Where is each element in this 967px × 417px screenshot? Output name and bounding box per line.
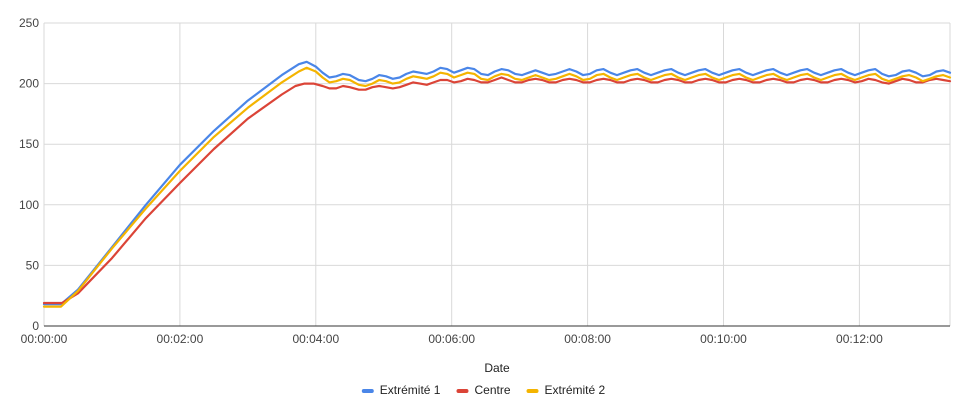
x-tick-labels: 00:00:00 00:02:00 00:04:00 00:06:00 00:08:00… (21, 332, 883, 346)
legend-label-1: Extrémité 1 (380, 383, 441, 397)
x-tick-label: 00:04:00 (292, 332, 339, 346)
x-axis-title: Date (484, 361, 510, 375)
legend-swatch-1 (361, 389, 374, 393)
y-tick-labels: 0 50 100 150 200 250 (19, 16, 39, 333)
x-tick-label: 00:12:00 (836, 332, 883, 346)
y-tick-label: 150 (19, 137, 39, 151)
legend-swatch-3 (526, 389, 539, 393)
y-tick-label: 50 (26, 258, 40, 272)
y-tick-label: 250 (19, 16, 39, 30)
y-tick-label: 200 (19, 77, 39, 91)
legend: Extrémité 1 Centre Extrémité 2 (361, 383, 606, 397)
series-line-1 (42, 60, 952, 306)
legend-label-3: Extrémité 2 (545, 383, 606, 397)
legend-swatch-2 (456, 389, 469, 393)
x-tick-label: 00:06:00 (428, 332, 475, 346)
series-lines (42, 60, 952, 308)
x-tick-label: 00:10:00 (700, 332, 747, 346)
x-tick-label: 00:08:00 (564, 332, 611, 346)
series-line-2 (42, 76, 952, 305)
gridlines (43, 22, 951, 326)
x-tick-label: 00:02:00 (157, 332, 204, 346)
x-tick-label: 00:00:00 (21, 332, 68, 346)
legend-label-2: Centre (474, 383, 510, 397)
series-line-3 (42, 66, 952, 308)
y-tick-label: 0 (32, 319, 39, 333)
y-tick-label: 100 (19, 198, 39, 212)
